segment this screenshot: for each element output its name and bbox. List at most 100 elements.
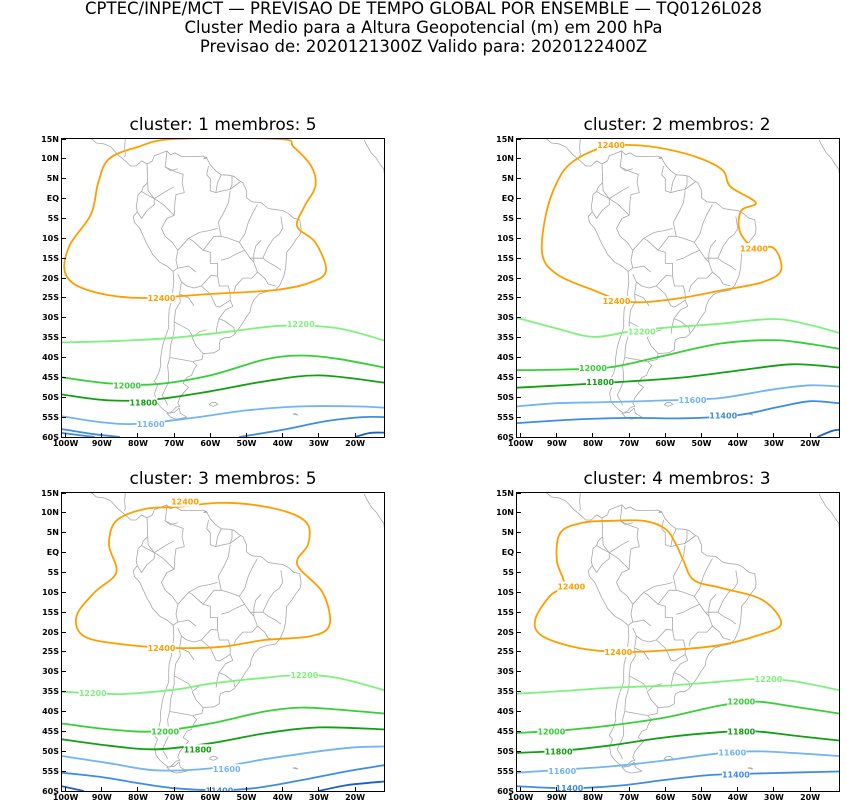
country-border: [147, 182, 179, 272]
country-border: [656, 276, 686, 308]
contour-label-bg: [548, 766, 577, 777]
y-tick-mark: [517, 691, 521, 693]
country-border: [632, 265, 652, 273]
x-tick-mark: [318, 787, 320, 791]
country-border: [262, 611, 282, 625]
country-border: [708, 240, 717, 263]
x-tick-mark: [246, 787, 248, 791]
coastline-central-america: [90, 493, 148, 521]
panel-4-title: cluster: 4 membros: 3: [583, 469, 771, 489]
x-tick-mark: [737, 787, 739, 791]
x-tick-label: 20W: [800, 793, 821, 802]
coastline-island: [292, 767, 299, 770]
country-border: [250, 216, 284, 259]
contour-label-11600: 11600: [137, 420, 165, 429]
coastline-central-america-east: [579, 139, 581, 158]
x-tick-mark: [664, 787, 666, 791]
x-tick-label: 60W: [200, 439, 221, 448]
country-border: [673, 654, 690, 687]
coastline-island: [203, 510, 208, 513]
country-border: [646, 683, 662, 708]
y-tick-label: 30S: [42, 313, 59, 323]
y-tick-label: 5N: [46, 528, 59, 538]
y-tick-mark: [517, 158, 521, 160]
map-canvas: 12400 12200 12000 11800 11600: [62, 139, 384, 437]
coastline-south-america: [132, 504, 302, 768]
country-border: [616, 635, 637, 760]
y-tick-label: 25S: [42, 647, 59, 657]
y-tick-label: 25S: [42, 293, 59, 303]
panel-2-title: cluster: 2 membros: 2: [583, 115, 771, 135]
contour-12200: [517, 316, 839, 338]
panel-1-title: cluster: 1 membros: 5: [129, 115, 317, 135]
y-tick-mark: [62, 750, 66, 752]
country-border: [643, 228, 673, 239]
country-border: [657, 589, 713, 647]
x-tick-mark: [209, 433, 211, 437]
contour-11800: [62, 726, 384, 751]
x-tick-mark: [592, 433, 594, 437]
y-tick-label: 35S: [42, 333, 59, 343]
y-tick-label: 35S: [42, 687, 59, 697]
contour-label-bg: [727, 696, 756, 707]
coastline-central-america-east: [124, 139, 126, 158]
country-border: [253, 240, 262, 263]
x-tick-label: 100W: [52, 439, 79, 448]
x-tick-mark: [137, 787, 139, 791]
y-tick-mark: [517, 138, 521, 140]
contour-label-bg: [557, 581, 586, 592]
contour-label-bg: [727, 726, 756, 737]
y-tick-mark: [517, 651, 521, 653]
contour-11200: [318, 780, 384, 791]
y-tick-mark: [62, 436, 66, 438]
contour-12000: [517, 700, 839, 734]
x-tick-label: 20W: [800, 439, 821, 448]
country-border: [717, 257, 737, 271]
country-border: [215, 528, 222, 547]
y-tick-mark: [517, 178, 521, 180]
contour-label-bg: [739, 243, 768, 254]
country-border: [177, 265, 197, 273]
y-tick-label: 15S: [497, 607, 514, 617]
x-tick-mark: [282, 787, 284, 791]
contour-label-12400: 12400: [740, 244, 768, 253]
country-border: [634, 647, 650, 661]
contour-label-12200: 12200: [287, 320, 315, 329]
x-tick-mark: [520, 433, 522, 437]
country-border: [632, 237, 673, 289]
country-border: [215, 174, 222, 193]
x-tick-label: 100W: [507, 793, 534, 802]
y-tick-label: 15S: [497, 253, 514, 263]
y-tick-label: 30S: [497, 313, 514, 323]
country-border: [684, 530, 688, 544]
coastline-island: [658, 156, 663, 159]
coastline-central-america: [90, 139, 148, 167]
y-tick-label: 40S: [497, 707, 514, 717]
contour-11400: [62, 428, 120, 437]
contour-label-11400: 11400: [205, 787, 233, 791]
country-border: [188, 228, 218, 239]
country-border: [609, 540, 630, 553]
y-tick-label: 45S: [42, 372, 59, 382]
contour-label-bg: [718, 747, 747, 758]
y-tick-mark: [517, 790, 521, 792]
y-tick-label: 15N: [41, 488, 59, 498]
y-tick-mark: [517, 237, 521, 239]
country-border: [616, 281, 637, 406]
contour-label-12400: 12400: [597, 141, 625, 150]
contour-label-11600: 11600: [679, 396, 707, 405]
y-tick-mark: [517, 552, 521, 554]
contour-label-11400: 11400: [709, 412, 737, 421]
y-tick-mark: [517, 337, 521, 339]
y-tick-mark: [517, 512, 521, 514]
country-border: [136, 545, 155, 573]
y-tick-label: 55S: [42, 766, 59, 776]
coastline-africa: [363, 139, 384, 173]
y-tick-mark: [62, 297, 66, 299]
country-border: [619, 504, 640, 570]
country-border: [253, 594, 262, 617]
x-tick-label: 60W: [200, 793, 221, 802]
x-tick-mark: [664, 433, 666, 437]
x-tick-mark: [701, 433, 703, 437]
y-tick-mark: [62, 671, 66, 673]
